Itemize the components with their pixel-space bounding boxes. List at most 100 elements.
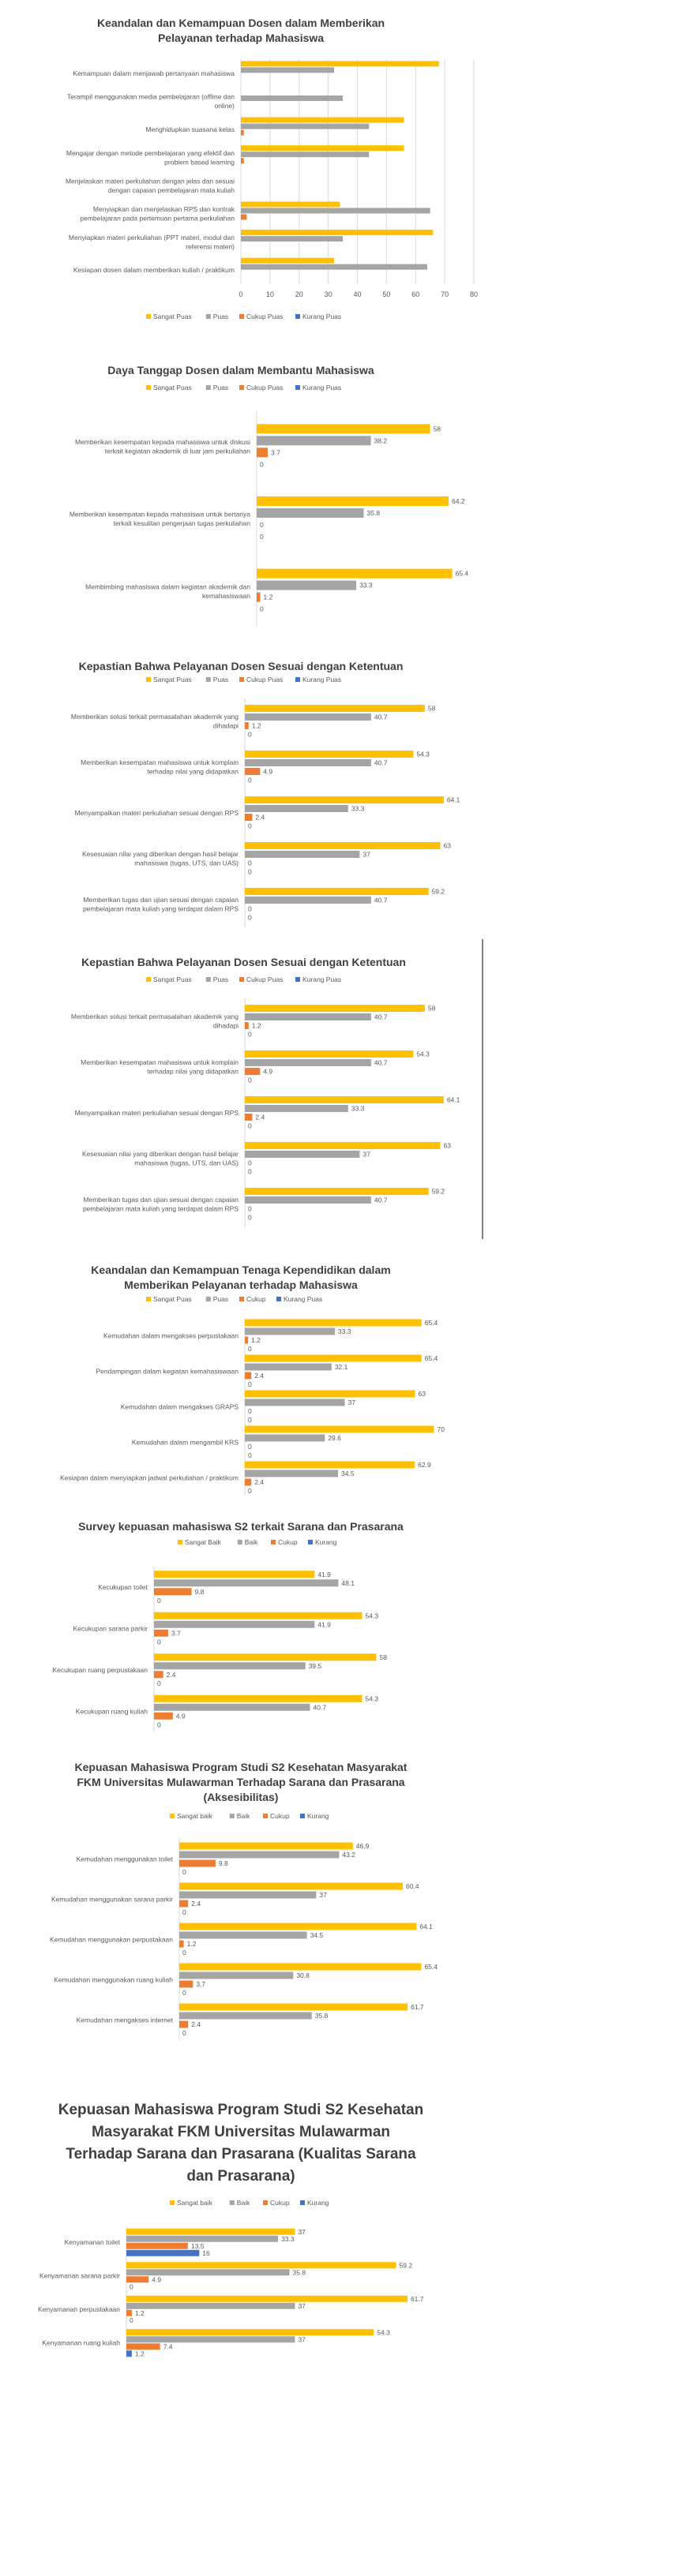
bar-sangat-baik — [179, 1882, 404, 1890]
legend-swatch-cukup — [271, 1540, 276, 1544]
legend-label: Kurang Puas — [302, 384, 341, 391]
bar-sangat-puas — [245, 1461, 415, 1469]
bar-sangat-puas — [245, 1142, 441, 1149]
bar-cukup — [126, 2276, 149, 2283]
bar-cukup — [179, 1940, 184, 1948]
bar-kurang — [126, 2350, 132, 2357]
bar-sangat-puas — [257, 424, 430, 434]
data-label: 46.9 — [356, 1842, 370, 1850]
data-label: 0 — [248, 1380, 252, 1388]
category-label: Kemudahan dalam mengambil KRS — [132, 1438, 239, 1446]
data-label: 40.7 — [374, 713, 388, 721]
data-label: 0 — [248, 1345, 252, 1353]
data-label: 7.4 — [163, 2342, 173, 2350]
chart-daya-tanggap-dosen: Daya Tanggap Dosen dalam Membantu Mahasi… — [4, 347, 478, 644]
legend-swatch-kurang — [300, 1814, 305, 1818]
data-label: 0 — [248, 731, 252, 739]
category-label: mahasiswa (tugas, UTS, dan UAS) — [134, 1159, 239, 1167]
bar-puas — [245, 1105, 348, 1112]
bar-baik — [154, 1579, 339, 1587]
data-label: 0 — [182, 1868, 186, 1876]
data-label: 0 — [248, 1031, 252, 1039]
bar-sangat-puas — [245, 1050, 414, 1058]
category-label: Kenyamanan sarana parkir — [39, 2272, 120, 2280]
bar-cukup-puas — [245, 814, 253, 821]
data-label: 37 — [319, 1891, 327, 1899]
category-label: Menjelaskan materi perkuliahan dengan je… — [66, 178, 235, 185]
chart-kepastian-dosen-2: Kepastian Bahwa Pelayanan Dosen Sesuai d… — [4, 939, 483, 1239]
bar-baik — [179, 1851, 340, 1859]
bar-baik — [126, 2235, 279, 2242]
bar-cukup — [126, 2309, 132, 2316]
category-label: Mengajar dengan metode pembelajaran yang… — [66, 149, 235, 157]
data-label: 61.7 — [411, 2003, 424, 2011]
data-label: 0 — [248, 1451, 252, 1459]
data-label: 40.7 — [374, 1013, 388, 1021]
category-label: mahasiswa (tugas, UTS, dan UAS) — [134, 859, 239, 867]
category-label: Menyampaikan materi perkuliahan sesuai d… — [75, 809, 239, 817]
bar-cukup — [154, 1712, 173, 1720]
data-label: 41.9 — [317, 1620, 331, 1628]
data-label: 54.3 — [416, 1050, 430, 1058]
chart-title-line: Masyarakat FKM Universitas Mulawarman — [92, 2124, 390, 2140]
data-label: 59.2 — [432, 888, 445, 896]
legend-swatch-puas — [205, 1297, 211, 1301]
bar-cukup-puas — [245, 1114, 253, 1121]
category-label: Memberikan kesempatan kepada mahasiswa u… — [75, 438, 250, 446]
data-label: 65.4 — [456, 570, 469, 578]
data-label: 70 — [437, 1425, 445, 1433]
chart-kepastian-dosen-1: Kepastian Bahwa Pelayanan Dosen Sesuai d… — [4, 643, 478, 931]
legend-swatch-cukup-puas — [239, 977, 244, 982]
data-label: 33.3 — [351, 1105, 365, 1113]
bar-puas — [241, 123, 370, 129]
legend-label: Cukup Puas — [246, 384, 283, 391]
data-label: 13.5 — [191, 2242, 205, 2250]
bar-baik — [179, 2012, 312, 2020]
legend-label: Sangat Puas — [153, 975, 192, 983]
data-label: 54.3 — [366, 1694, 379, 1702]
data-label: 33.3 — [338, 1327, 351, 1335]
legend-label: Sangat Puas — [153, 384, 192, 391]
legend-label: Kurang Puas — [284, 1295, 322, 1303]
data-label: 35.8 — [293, 2268, 306, 2276]
data-label: 0 — [260, 605, 264, 613]
data-label: 54.3 — [366, 1612, 379, 1619]
data-label: 4.9 — [176, 1712, 186, 1720]
bar-sangat-baik — [154, 1571, 315, 1578]
bar-puas — [241, 67, 334, 73]
bar-puas — [241, 208, 430, 214]
bar-baik — [179, 1891, 317, 1899]
bar-sangat-baik — [179, 2003, 408, 2011]
bar-puas — [245, 805, 348, 812]
legend-swatch-cukup — [263, 1814, 268, 1818]
data-label: 0 — [182, 2029, 186, 2037]
bar-sangat-puas — [241, 61, 439, 67]
category-label: Kesesuaian nilai yang diberikan dengan h… — [82, 850, 239, 858]
legend-swatch-kurang-puas — [276, 1297, 281, 1301]
category-label: Menghidupkan suasana kelas — [146, 125, 235, 133]
legend-label: Puas — [213, 384, 228, 391]
category-label: referensi materi) — [186, 242, 235, 250]
data-label: 60.4 — [406, 1882, 419, 1890]
category-label: Memberikan solusi terkait permasalahan a… — [71, 1013, 239, 1020]
chart-svg: Keandalan dan Kemampuan Tenaga Kependidi… — [60, 1264, 445, 1496]
legend-swatch-cukup-puas — [239, 385, 244, 390]
data-label: 30.8 — [296, 1971, 310, 1979]
data-label: 0 — [260, 533, 264, 541]
data-label: 0 — [248, 859, 252, 867]
chart-sarana-prasarana: Survey kepuasan mahasiswa S2 terkait Sar… — [4, 1507, 478, 1744]
chart-svg: Daya Tanggap Dosen dalam Membantu Mahasi… — [70, 364, 469, 627]
bar-cukup — [154, 1629, 168, 1637]
bar-cukup-puas — [245, 1068, 261, 1075]
data-label: 2.4 — [255, 1114, 265, 1121]
x-tick-label: 40 — [353, 290, 361, 298]
data-label: 32.1 — [335, 1363, 348, 1371]
bar-sangat-puas — [241, 117, 404, 123]
category-label: dihadapi — [213, 722, 239, 730]
bar-cukup-puas — [245, 1022, 249, 1029]
bar-cukup-puas — [241, 129, 244, 136]
category-label: terkait kesulitan pengerjaan tugas perku… — [114, 519, 251, 527]
x-tick-label: 20 — [295, 290, 303, 298]
bar-sangat-baik — [126, 2262, 396, 2269]
legend-swatch-sangat-puas — [146, 385, 151, 390]
